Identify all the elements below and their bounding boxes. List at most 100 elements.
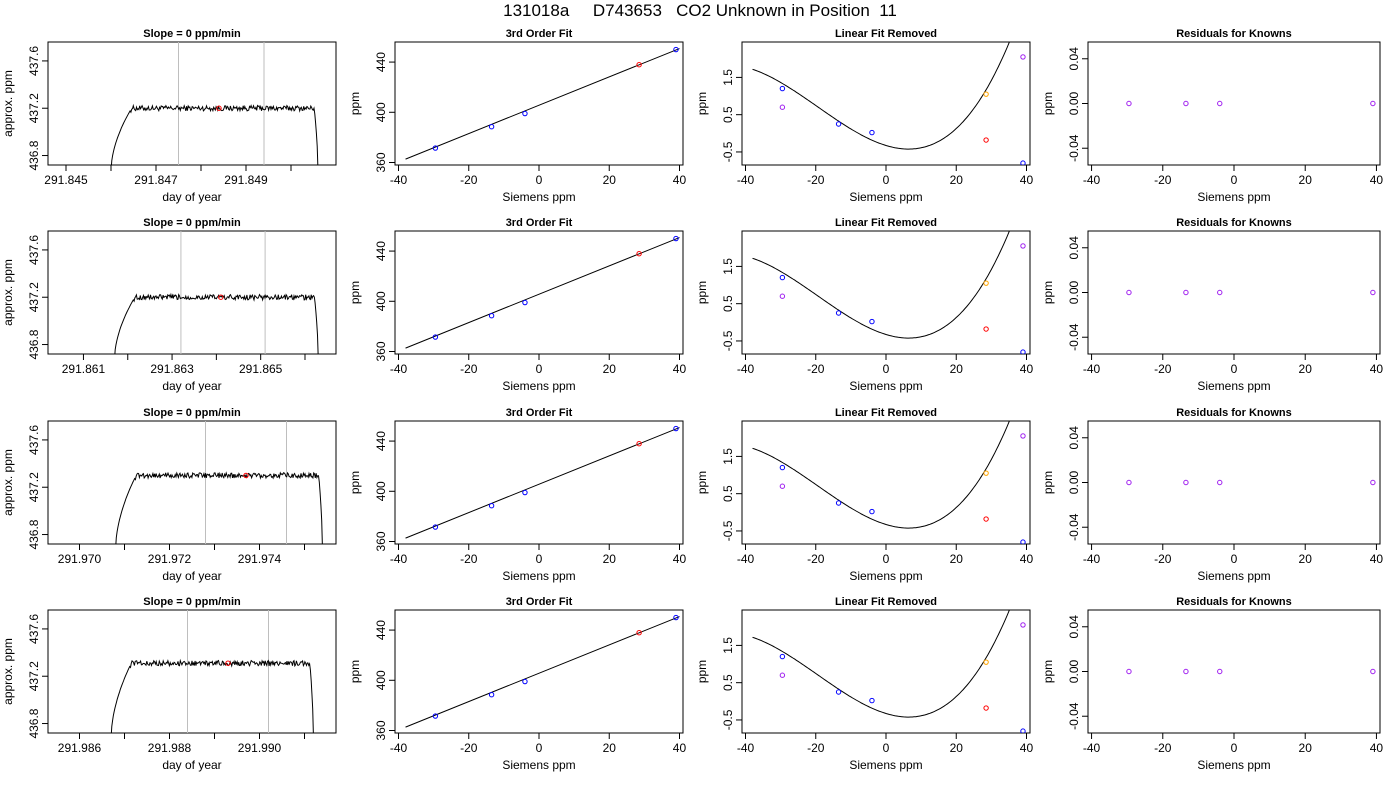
r4-trace-y-tick-label: 437.6 [27,614,41,644]
r4-fit-known-point [488,692,495,698]
r1-trace-x-tick-label: 291.845 [44,173,88,187]
r3-linear-removed-y-tick-label: 1.5 [721,448,735,465]
r2-linear-removed-known-point [1020,349,1026,354]
r1-linear-removed-panel-title: Linear Fit Removed [835,28,937,40]
r1-linear-removed-y-tick-label: -0.5 [721,141,735,162]
r3-fit-x-tick-label: -20 [460,552,478,566]
r2-fit-y-tick-label: 400 [374,291,388,311]
r4-fit-fit-line [405,616,680,728]
r3-residuals-residual-point [1370,479,1376,486]
r3-linear-removed-orange-point [983,470,989,476]
r2-fit-x-tick-label: 40 [673,362,687,376]
r1-linear-removed-unknown-point [983,137,989,143]
r4-linear-removed-x-tick-label: 40 [1020,741,1034,755]
r1-fit-x-tick-label: -20 [460,173,478,187]
r4-linear-removed-known-point [779,653,786,660]
r4-residuals-y-tick-label: -0.04 [1067,702,1081,730]
r3-fit-known-point [432,524,439,530]
r4-fit-x-tick-label: 40 [673,741,687,755]
r4-trace-x-tick-label: 291.986 [58,741,102,755]
r4-linear-removed-x-tick-label: -40 [737,741,755,755]
r2-linear-removed-x-tick-label: 0 [883,362,890,376]
r3-linear-removed-x-tick-label: 20 [950,552,964,566]
r2-trace-x-tick-label: 291.865 [239,362,283,376]
r1-linear-removed-x-tick-label: 20 [950,173,964,187]
r4-fit-unknown-point [636,630,642,636]
r3-linear-removed-violet-point [1020,433,1026,439]
r1-residuals-y-tick-label: 0.04 [1067,47,1081,71]
r4-trace-y-axis-label: approx. ppm [1,638,15,705]
r1-linear-removed-x-tick-label: 0 [883,173,890,187]
r3-trace-x-axis-label: day of year [162,569,221,583]
r2-trace-co2-trace-line [114,292,319,354]
r2-linear-removed-violet-point [779,293,786,299]
r3-trace-y-tick-label: 437.2 [27,472,41,502]
r3-fit-known-point [522,489,528,496]
r1-fit-y-axis-label: ppm [348,92,362,115]
r3-linear-removed-y-axis-label: ppm [695,471,709,494]
r1-residuals-x-tick-label: -20 [1154,173,1172,187]
r1-residuals-x-tick-label: -40 [1083,173,1101,187]
r3-fit-y-tick-label: 400 [374,481,388,501]
r4-linear-removed-cubic-curve [752,610,1010,718]
r2-residuals-y-axis-label: ppm [1041,281,1055,304]
r3-linear-removed-x-axis-label: Siemens ppm [849,569,922,583]
r4-trace-panel-title: Slope = 0 ppm/min [143,596,241,608]
r3-linear-removed-x-tick-label: -20 [807,552,825,566]
r3-fit-x-tick-label: -40 [390,552,408,566]
r4-fit-y-axis-label: ppm [348,660,362,683]
r1-linear-removed-x-axis-label: Siemens ppm [849,190,922,204]
r2-linear-removed-panel-title: Linear Fit Removed [835,217,937,229]
figure-title: 131018a D743653 CO2 Unknown in Position … [503,1,897,20]
r3-fit-known-point [673,425,679,432]
r3-trace-y-tick-label: 436.8 [27,519,41,549]
r4-residuals-y-tick-label: 0.04 [1067,615,1081,639]
r2-fit-y-axis-label: ppm [348,281,362,304]
r3-fit-plot-frame [394,420,684,545]
r2-residuals-y-tick-label: 0.00 [1067,280,1081,304]
r2-trace-x-axis-label: day of year [162,379,221,393]
r3-residuals-residual-point [1217,479,1223,486]
r2-trace-y-axis-label: approx. ppm [1,259,15,326]
r1-fit-known-point [673,46,679,53]
r2-trace-x-tick-label: 291.863 [150,362,194,376]
r1-trace-panel-title: Slope = 0 ppm/min [143,28,241,40]
r1-residuals-x-tick-label: 20 [1299,173,1313,187]
r2-linear-removed-plot-frame [741,230,1031,355]
r4-trace-x-axis-label: day of year [162,758,221,772]
r3-residuals-x-tick-label: 0 [1231,552,1238,566]
r2-trace-mean-marker [218,294,224,300]
r4-fit-x-tick-label: 0 [536,741,543,755]
r1-fit-x-axis-label: Siemens ppm [502,190,575,204]
r2-linear-removed-x-tick-label: -40 [737,362,755,376]
r2-fit-known-point [522,299,528,306]
r3-trace-x-tick-label: 291.972 [148,552,192,566]
r4-fit-y-tick-label: 400 [374,670,388,690]
r3-linear-removed-known-point [835,500,842,506]
r2-fit-y-tick-label: 440 [374,241,388,261]
r2-linear-removed-y-axis-label: ppm [695,281,709,304]
r2-linear-removed-y-tick-label: -0.5 [721,330,735,351]
r1-linear-removed-x-tick-label: -20 [807,173,825,187]
r4-linear-removed-known-point [869,697,875,704]
r4-trace-y-tick-label: 436.8 [27,708,41,738]
r2-residuals-panel-title: Residuals for Knowns [1176,217,1292,229]
r2-trace-y-tick-label: 437.6 [27,235,41,265]
r3-linear-removed-violet-point [779,483,786,489]
r3-residuals-panel-title: Residuals for Knowns [1176,407,1292,419]
r4-linear-removed-y-tick-label: 1.5 [721,637,735,654]
r1-linear-removed-known-point [835,121,842,127]
r3-residuals-x-tick-label: -40 [1083,552,1101,566]
r4-linear-removed-known-point [1020,728,1026,733]
r1-trace-x-axis-label: day of year [162,190,221,204]
r2-fit-plot-frame [394,230,684,355]
r4-linear-removed-violet-point [779,672,786,678]
r3-trace-plot-frame [47,420,337,545]
r1-linear-removed-y-tick-label: 0.5 [721,106,735,123]
r4-linear-removed-known-point [835,689,842,695]
r1-trace-x-tick-label: 291.849 [224,173,268,187]
r4-residuals-x-axis-label: Siemens ppm [1197,758,1270,772]
r1-residuals-residual-point [1183,100,1189,107]
r1-residuals-residual-point [1370,100,1376,107]
